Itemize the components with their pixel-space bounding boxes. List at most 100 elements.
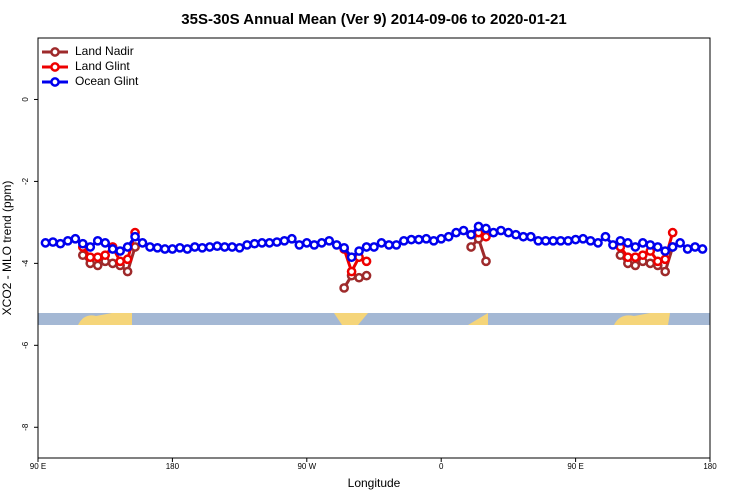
data-point bbox=[287, 233, 297, 244]
data-point bbox=[690, 242, 700, 252]
x-tick-label: 180 bbox=[166, 462, 180, 471]
x-axis-label: Longitude bbox=[348, 476, 401, 490]
legend-label: Land Nadir bbox=[75, 44, 134, 58]
data-point bbox=[481, 231, 491, 242]
data-point bbox=[600, 231, 611, 242]
legend-label: Land Glint bbox=[75, 59, 130, 73]
data-point bbox=[339, 283, 349, 293]
data-point bbox=[615, 235, 626, 246]
data-point bbox=[122, 254, 133, 265]
data-point bbox=[660, 266, 671, 277]
data-point bbox=[309, 240, 320, 250]
data-point bbox=[160, 244, 170, 254]
y-tick-label: -2 bbox=[21, 177, 30, 185]
data-point bbox=[511, 229, 521, 240]
data-point bbox=[197, 242, 208, 253]
data-point bbox=[137, 238, 148, 248]
y-tick-label: 0 bbox=[21, 97, 30, 102]
data-point bbox=[122, 266, 133, 277]
data-point bbox=[391, 240, 402, 250]
data-point bbox=[481, 256, 491, 267]
data-point bbox=[130, 231, 140, 242]
data-point bbox=[481, 223, 491, 234]
data-point bbox=[361, 242, 372, 252]
data-point bbox=[652, 256, 663, 267]
plot-frame bbox=[37, 37, 711, 459]
data-point bbox=[645, 240, 656, 250]
data-point bbox=[272, 237, 282, 247]
data-point bbox=[540, 235, 551, 246]
data-point bbox=[242, 240, 252, 250]
data-point bbox=[219, 242, 230, 252]
data-point bbox=[212, 241, 223, 252]
data-point bbox=[92, 260, 103, 271]
data-point bbox=[413, 234, 424, 245]
data-point bbox=[354, 272, 364, 283]
data-point bbox=[570, 234, 581, 245]
data-point bbox=[518, 231, 529, 242]
data-point bbox=[503, 227, 514, 238]
data-point bbox=[667, 227, 678, 238]
legend-label: Ocean Glint bbox=[75, 74, 139, 88]
data-point bbox=[466, 242, 476, 252]
data-point bbox=[346, 252, 357, 263]
data-point bbox=[227, 242, 237, 252]
y-axis-label: XCO2 - MLO trend (ppm) bbox=[0, 181, 14, 316]
data-point bbox=[77, 238, 88, 249]
data-point bbox=[473, 221, 484, 232]
data-point bbox=[406, 234, 417, 245]
x-tick-label: 90 W bbox=[297, 462, 316, 471]
y-tick-label: -6 bbox=[21, 341, 30, 349]
data-point bbox=[115, 246, 125, 256]
data-point bbox=[697, 244, 708, 254]
data-point bbox=[234, 242, 245, 253]
land-ocean-strip bbox=[38, 313, 710, 325]
data-point bbox=[92, 235, 103, 246]
data-point bbox=[324, 235, 335, 246]
data-point bbox=[458, 225, 469, 236]
data-point bbox=[294, 240, 305, 250]
data-point bbox=[182, 244, 193, 254]
data-point bbox=[279, 235, 290, 246]
data-point bbox=[630, 260, 641, 271]
data-point bbox=[264, 238, 275, 248]
data-point bbox=[85, 242, 96, 252]
y-tick-label: -4 bbox=[21, 259, 30, 267]
data-point bbox=[55, 238, 66, 249]
data-point bbox=[115, 256, 125, 267]
data-point bbox=[100, 250, 111, 261]
data-point bbox=[316, 238, 327, 248]
data-point bbox=[608, 240, 618, 250]
data-point bbox=[376, 238, 387, 248]
data-point bbox=[593, 238, 603, 248]
data-point bbox=[301, 238, 312, 248]
data-point bbox=[555, 235, 566, 246]
data-point bbox=[107, 258, 118, 269]
data-point bbox=[331, 240, 342, 250]
data-point bbox=[578, 233, 588, 244]
data-point bbox=[63, 235, 73, 246]
chart-title: 35S-30S Annual Mean (Ver 9) 2014-09-06 t… bbox=[181, 11, 566, 28]
data-point bbox=[399, 235, 409, 246]
data-point bbox=[496, 225, 506, 236]
data-point bbox=[466, 229, 476, 240]
data-point bbox=[488, 227, 499, 238]
data-point bbox=[637, 250, 648, 261]
data-point bbox=[548, 235, 559, 246]
legend-marker bbox=[50, 62, 60, 72]
data-point bbox=[152, 242, 163, 253]
data-point bbox=[421, 233, 432, 244]
data-point bbox=[354, 246, 364, 256]
legend-marker bbox=[50, 77, 60, 87]
data-point bbox=[339, 242, 349, 253]
x-tick-label: 90 E bbox=[30, 462, 46, 471]
data-point bbox=[361, 270, 372, 281]
data-point bbox=[167, 244, 178, 254]
data-point bbox=[652, 242, 663, 252]
data-point bbox=[204, 242, 215, 252]
data-point bbox=[85, 252, 96, 263]
data-point bbox=[443, 231, 454, 242]
data-point bbox=[249, 238, 260, 249]
x-tick-label: 90 E bbox=[567, 462, 583, 471]
